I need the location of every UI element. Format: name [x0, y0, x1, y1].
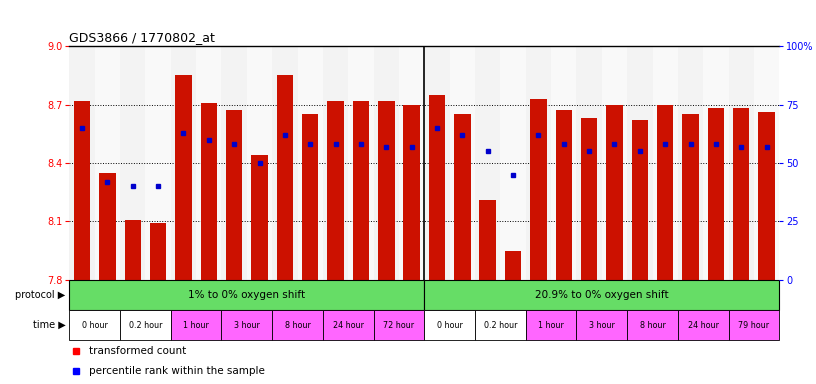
Bar — [526, 46, 551, 280]
Bar — [450, 46, 475, 280]
Bar — [754, 46, 779, 280]
Bar — [150, 223, 166, 280]
Bar — [733, 108, 749, 280]
Bar — [171, 46, 196, 280]
Bar — [323, 310, 374, 340]
Bar — [556, 110, 572, 280]
Bar — [628, 46, 653, 280]
Bar — [500, 46, 526, 280]
Bar — [475, 46, 500, 280]
Bar — [69, 310, 120, 340]
Bar — [399, 46, 424, 280]
Text: 0 hour: 0 hour — [437, 321, 463, 329]
Bar — [327, 101, 344, 280]
Bar — [707, 108, 724, 280]
Bar — [69, 280, 424, 310]
Text: 8 hour: 8 hour — [285, 321, 310, 329]
Bar — [302, 114, 318, 280]
Text: 0.2 hour: 0.2 hour — [129, 321, 162, 329]
Bar — [678, 46, 703, 280]
Bar — [505, 251, 521, 280]
Text: 20.9% to 0% oxygen shift: 20.9% to 0% oxygen shift — [535, 290, 668, 300]
Bar — [601, 46, 628, 280]
Bar — [455, 114, 471, 280]
Text: 3 hour: 3 hour — [589, 321, 614, 329]
Text: 0.2 hour: 0.2 hour — [484, 321, 517, 329]
Bar — [551, 46, 576, 280]
Bar — [145, 46, 171, 280]
Text: percentile rank within the sample: percentile rank within the sample — [89, 366, 265, 376]
Bar — [628, 310, 678, 340]
Bar — [125, 220, 141, 280]
Bar — [480, 200, 496, 280]
Text: 79 hour: 79 hour — [738, 321, 769, 329]
Bar — [251, 155, 268, 280]
Bar — [475, 310, 526, 340]
Bar — [273, 310, 323, 340]
Bar — [424, 280, 779, 310]
Bar — [221, 310, 273, 340]
Bar — [729, 310, 779, 340]
Bar — [221, 46, 246, 280]
Bar — [201, 103, 217, 280]
Bar — [95, 46, 120, 280]
Text: 1% to 0% oxygen shift: 1% to 0% oxygen shift — [188, 290, 305, 300]
Bar — [576, 46, 601, 280]
Bar — [758, 113, 775, 280]
Bar — [653, 46, 678, 280]
Text: 1 hour: 1 hour — [184, 321, 209, 329]
Text: 8 hour: 8 hour — [640, 321, 665, 329]
Bar — [682, 114, 698, 280]
Bar — [374, 46, 399, 280]
Text: 24 hour: 24 hour — [688, 321, 719, 329]
Text: 3 hour: 3 hour — [234, 321, 259, 329]
Bar — [175, 75, 192, 280]
Bar — [378, 101, 394, 280]
Bar — [424, 46, 450, 280]
Bar — [273, 46, 298, 280]
Text: 24 hour: 24 hour — [333, 321, 364, 329]
Bar — [576, 310, 628, 340]
Bar — [632, 120, 648, 280]
Bar — [678, 310, 729, 340]
Bar — [606, 104, 623, 280]
Text: 0 hour: 0 hour — [82, 321, 108, 329]
Bar — [298, 46, 323, 280]
Bar — [120, 46, 145, 280]
Bar — [73, 101, 91, 280]
Bar — [246, 46, 273, 280]
Bar — [171, 310, 221, 340]
Bar — [403, 104, 420, 280]
Bar — [428, 95, 446, 280]
Bar — [581, 118, 597, 280]
Bar — [424, 310, 475, 340]
Bar — [374, 310, 424, 340]
Bar — [657, 104, 673, 280]
Bar — [196, 46, 221, 280]
Text: 72 hour: 72 hour — [384, 321, 415, 329]
Bar — [120, 310, 171, 340]
Text: protocol ▶: protocol ▶ — [15, 290, 65, 300]
Bar — [526, 310, 576, 340]
Text: transformed count: transformed count — [89, 346, 187, 356]
Text: GDS3866 / 1770802_at: GDS3866 / 1770802_at — [69, 31, 215, 44]
Bar — [277, 75, 293, 280]
Text: time ▶: time ▶ — [33, 320, 65, 330]
Bar — [69, 46, 95, 280]
Bar — [100, 173, 116, 280]
Bar — [226, 110, 242, 280]
Bar — [703, 46, 729, 280]
Bar — [729, 46, 754, 280]
Bar — [348, 46, 374, 280]
Text: 1 hour: 1 hour — [539, 321, 564, 329]
Bar — [323, 46, 348, 280]
Bar — [353, 101, 369, 280]
Bar — [530, 99, 547, 280]
